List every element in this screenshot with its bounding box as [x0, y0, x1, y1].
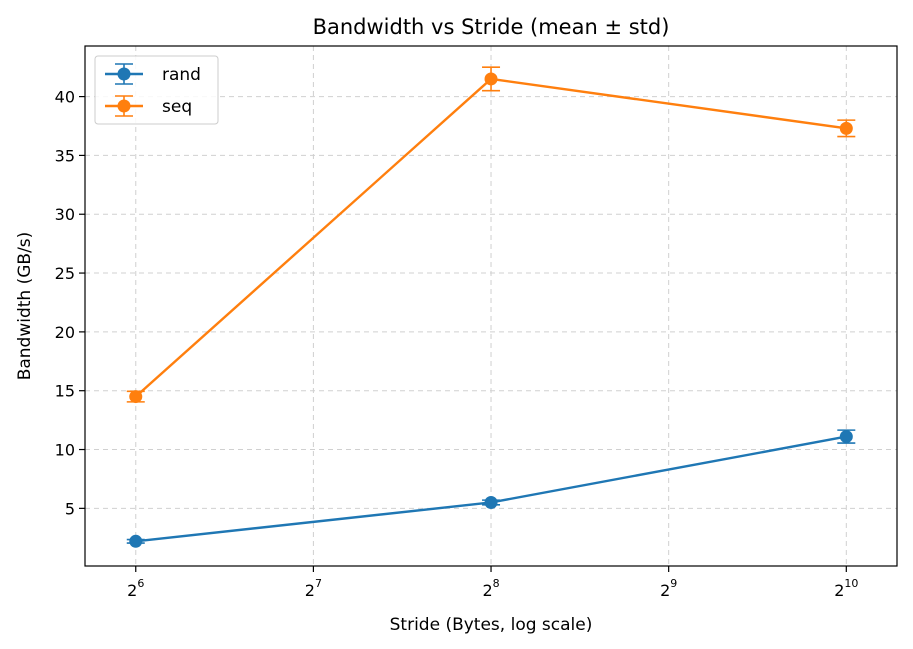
y-tick-label: 15	[55, 382, 75, 401]
x-tick-label: 27	[305, 577, 322, 600]
data-point-seq	[839, 121, 853, 135]
y-axis-ticks: 5 10 15 20 25 30 35 40	[55, 88, 85, 518]
data-point-rand	[484, 495, 498, 509]
x-tick-label: 28	[482, 577, 499, 600]
y-tick-label: 35	[55, 146, 75, 165]
x-tick-exponent: 8	[493, 577, 500, 590]
y-tick-label: 5	[65, 499, 75, 518]
legend-marker-seq	[117, 99, 131, 113]
data-point-rand	[839, 430, 853, 444]
y-tick-label: 25	[55, 264, 75, 283]
y-tick-label: 40	[55, 88, 75, 107]
x-tick-exponent: 7	[315, 577, 322, 590]
y-tick-label: 10	[55, 441, 75, 460]
legend-label-rand: rand	[162, 65, 201, 85]
x-tick-base: 2	[127, 581, 137, 600]
y-axis-label: Bandwidth (GB/s)	[15, 232, 35, 381]
x-tick-exponent: 10	[844, 577, 858, 590]
chart-title: Bandwidth vs Stride (mean ± std)	[313, 15, 670, 39]
x-tick-label: 29	[660, 577, 677, 600]
y-tick-label: 30	[55, 205, 75, 224]
x-tick-label: 26	[127, 577, 144, 600]
x-tick-exponent: 9	[670, 577, 677, 590]
series-layer	[126, 66, 856, 548]
legend: rand seq	[94, 55, 219, 125]
x-tick-base: 2	[305, 581, 315, 600]
x-axis-ticks: 26 27 28 29 210	[127, 566, 858, 600]
legend-label-seq: seq	[162, 97, 192, 117]
x-axis-label: Stride (Bytes, log scale)	[390, 615, 593, 635]
x-tick-exponent: 6	[137, 577, 144, 590]
data-point-seq	[129, 390, 143, 404]
x-tick-base: 2	[660, 581, 670, 600]
x-tick-base: 2	[834, 581, 844, 600]
data-point-rand	[129, 534, 143, 548]
legend-marker-rand	[117, 67, 131, 81]
y-tick-label: 20	[55, 323, 75, 342]
data-point-seq	[484, 72, 498, 86]
x-tick-label: 210	[834, 577, 858, 600]
x-tick-base: 2	[482, 581, 492, 600]
